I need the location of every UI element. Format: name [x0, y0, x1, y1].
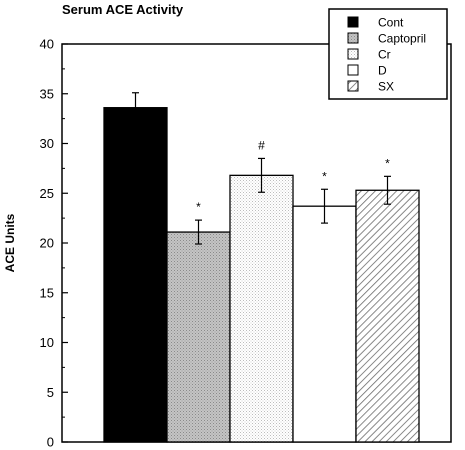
significance-marker: *	[322, 169, 327, 183]
legend-swatch-d	[347, 64, 359, 76]
bar-cr	[229, 174, 294, 443]
legend-swatch-sx	[347, 80, 359, 92]
bars	[103, 107, 420, 443]
legend-label-cr: Cr	[378, 48, 391, 62]
legend-swatch-cont	[347, 16, 359, 28]
significance-marker: #	[258, 138, 265, 152]
legend-label-d: D	[378, 64, 387, 78]
legend-items: Cont Captopril Cr D SX	[347, 16, 426, 94]
legend-swatch-cr	[347, 48, 359, 60]
y-tick-label: 10	[40, 335, 54, 350]
y-tick-label: 15	[40, 285, 54, 300]
significance-marker: *	[196, 200, 201, 214]
legend: Cont Captopril Cr D SX	[328, 8, 448, 100]
legend-swatch-captopril	[347, 32, 359, 44]
y-tick-label: 20	[40, 236, 54, 251]
bar-sx	[355, 189, 420, 443]
bar-d	[292, 205, 357, 443]
y-tick-label: 30	[40, 136, 54, 151]
y-tick-label: 0	[47, 435, 54, 450]
annotations: * # * *	[196, 138, 390, 214]
y-axis: 0 5 10 15 20 25 30 35 40	[40, 37, 68, 450]
y-axis-label: ACE Units	[3, 213, 17, 272]
y-tick-label: 25	[40, 186, 54, 201]
y-tick-label: 40	[40, 37, 54, 52]
chart-title: Serum ACE Activity	[62, 2, 184, 17]
error-bars	[132, 92, 391, 245]
y-tick-label: 35	[40, 86, 54, 101]
significance-marker: *	[385, 156, 390, 170]
bar-captopril	[166, 231, 231, 443]
legend-label-cont: Cont	[378, 16, 404, 30]
legend-label-captopril: Captopril	[378, 32, 426, 46]
bar-cont	[103, 107, 168, 443]
y-tick-label: 5	[47, 385, 54, 400]
legend-label-sx: SX	[378, 80, 394, 94]
